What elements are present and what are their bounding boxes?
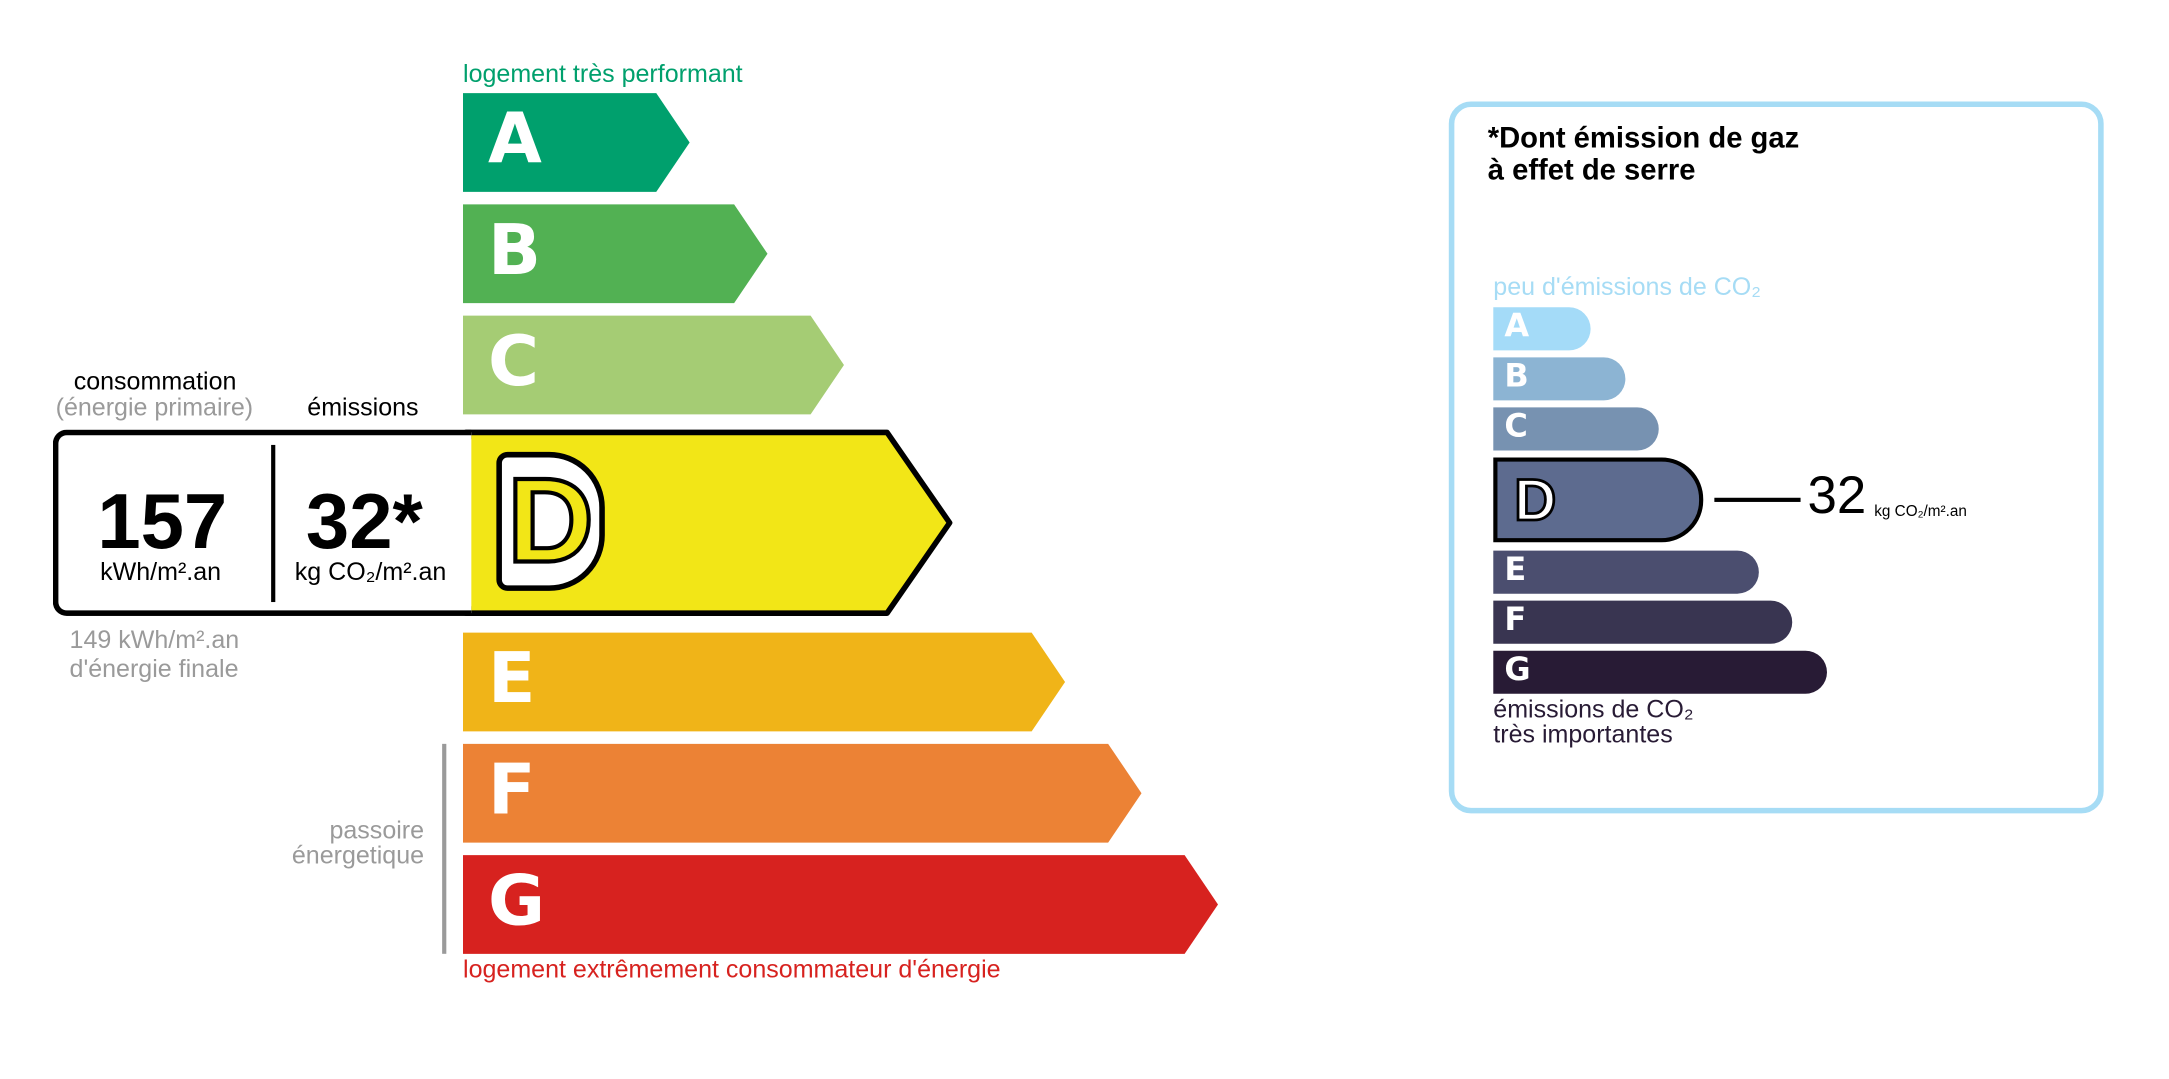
consumption-value: 157 [97, 476, 228, 565]
class-letter: E [488, 638, 536, 719]
ges-class-e: E [1493, 550, 1759, 594]
emissions-unit: kg CO₂/m².an [294, 557, 447, 586]
class-letter: D [1513, 466, 1558, 534]
class-letter: E [1504, 551, 1527, 589]
consumption-sublabel: (énergie primaire) [55, 393, 254, 422]
ges-value: 32 [1807, 467, 1867, 526]
ges-bottom-label-1: émissions de CO₂ [1493, 695, 1694, 724]
class-letter: F [488, 749, 536, 831]
ges-class-b: B [1493, 357, 1626, 401]
ges-title-1: *Dont émission de gaz [1487, 122, 1800, 155]
ges-panel [1448, 101, 2104, 814]
class-letter: G [488, 860, 546, 942]
ges-class-c: C [1493, 407, 1659, 451]
class-letter: A [488, 98, 542, 180]
class-letter: C [1504, 408, 1528, 445]
ges-title-2: à effet de serre [1487, 154, 1696, 187]
class-letter: A [1504, 308, 1530, 345]
ges-bottom-label-2: très importantes [1493, 720, 1673, 749]
ges-class-g: G [1493, 650, 1827, 694]
consumption-unit: kWh/m².an [100, 557, 222, 586]
emissions-label: émissions [307, 393, 419, 422]
class-letter: F [1504, 602, 1527, 639]
energy-bottom-label: logement extrêmement consommateur d'éner… [463, 955, 1001, 984]
energy-top-label: logement très performant [463, 59, 743, 88]
ges-top-label: peu d'émissions de CO₂ [1493, 272, 1761, 301]
ges-class-a: A [1493, 307, 1591, 351]
ges-class-d: D [1493, 457, 1704, 543]
class-letter: C [488, 321, 540, 402]
ges-unit: kg CO₂/m².an [1874, 503, 1967, 521]
passoire-bracket [442, 743, 447, 954]
current-class-letter: D [496, 451, 605, 591]
passoire-label-1: passoire [329, 816, 425, 844]
values-divider [271, 444, 276, 603]
ges-pointer-line [1714, 497, 1801, 502]
emissions-value: 32* [305, 476, 423, 565]
ges-class-f: F [1493, 600, 1793, 644]
final-energy-label: d'énergie finale [69, 654, 239, 683]
class-letter: G [1504, 652, 1531, 689]
passoire-label-2: énergetique [291, 841, 425, 870]
final-energy-value: 149 kWh/m².an [69, 625, 240, 654]
consumption-label: consommation [73, 367, 237, 395]
class-letter: B [1504, 358, 1529, 395]
values-box [52, 429, 472, 616]
class-letter: B [488, 209, 542, 291]
